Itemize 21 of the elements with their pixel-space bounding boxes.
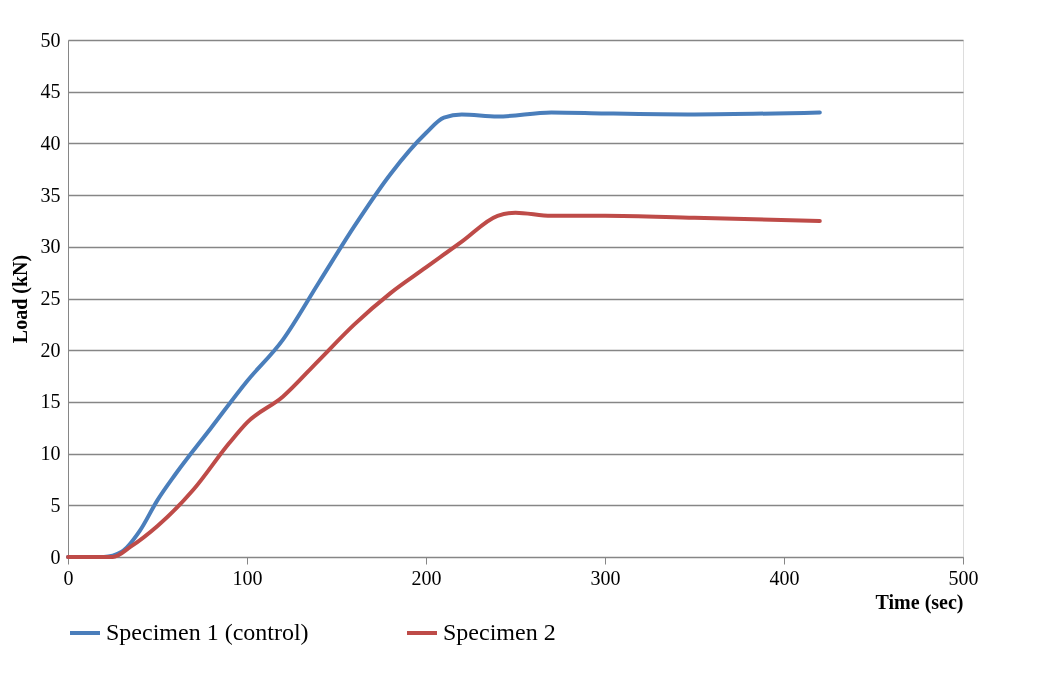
x-axis-title: Time (sec): [875, 590, 964, 614]
y-tick-label: 5: [50, 493, 61, 516]
y-tick-label: 15: [40, 390, 61, 413]
y-tick-label: 40: [40, 131, 61, 154]
y-tick-label: 50: [40, 28, 61, 51]
x-tick-label: 300: [590, 566, 621, 589]
y-tick-label: 0: [50, 545, 61, 568]
x-tick-label: 200: [411, 566, 442, 589]
y-tick-label: 35: [40, 183, 61, 206]
legend-label: Specimen 2: [443, 619, 556, 645]
y-tick-label: 30: [40, 235, 61, 258]
y-tick-label: 20: [40, 338, 61, 361]
legend-label: Specimen 1 (control): [106, 619, 309, 645]
line-series: [66, 210, 822, 559]
y-tick-label: 25: [40, 287, 61, 309]
y-tick-label: 45: [40, 80, 61, 103]
x-tick-label: 400: [769, 566, 800, 589]
x-tick-label: 500: [948, 566, 979, 589]
y-tick-label: 10: [40, 442, 61, 465]
x-tick-label: 100: [232, 566, 263, 589]
y-axis-title: Load (kN): [8, 254, 32, 344]
